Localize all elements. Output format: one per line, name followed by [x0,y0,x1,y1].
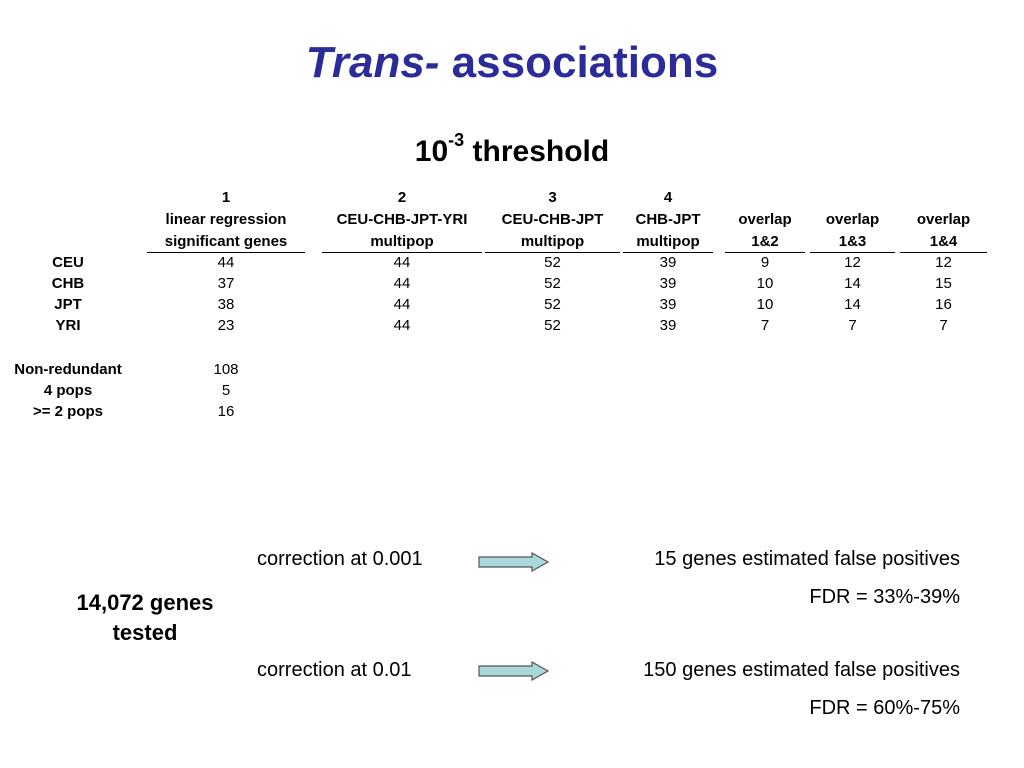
slide-title: Trans- associations [0,38,1024,88]
row-label-ceu: CEU [52,254,84,271]
row-label-yri: YRI [55,317,81,334]
correction-1-result: 15 genes estimated false positives [654,548,960,570]
correction-2-label: correction at 0.01 [257,659,412,681]
row-label-jpt: JPT [54,296,82,313]
table-cell: 7 [848,317,857,334]
table-cell: 12 [844,254,861,271]
table-cell: 12 [935,254,952,271]
threshold-exponent: -3 [448,130,465,150]
table-cell: 52 [544,254,561,271]
table-cell: 39 [659,254,677,271]
table-cell: 15 [935,275,952,292]
summary-value: 16 [217,403,235,420]
summary-value: 5 [221,382,231,399]
threshold-base: 10 [414,135,449,168]
table-cell: 14 [844,275,861,292]
col-5-line1: overlap [738,211,792,228]
col-1-line1: linear regression [165,211,287,228]
col-3-number: 3 [548,189,557,206]
genes-tested-note: 14,072 genes tested [40,588,250,648]
right-arrow-icon [478,552,550,572]
correction-2-result: 150 genes estimated false positives [643,659,960,681]
table-cell: 7 [760,317,770,334]
col-7-line1: overlap [916,211,971,228]
correction-1-fdr: FDR = 33%-39% [809,586,960,608]
table-cell: 44 [393,275,411,292]
threshold-word: threshold [464,135,610,168]
table-cell: 44 [393,254,411,271]
col-2-line1: CEU-CHB-JPT-YRI [336,211,468,228]
table-cell: 44 [217,254,235,271]
table-cell: 7 [939,317,948,334]
table-cell: 52 [544,275,561,292]
col-4-underline [623,252,713,253]
col-6-line2: 1&3 [838,233,867,250]
col-1-line2: significant genes [164,233,288,250]
col-5-line2: 1&2 [751,233,779,250]
table-cell: 39 [659,275,677,292]
col-4-line1: CHB-JPT [635,211,701,228]
col-4-number: 4 [663,189,673,206]
table-cell: 23 [217,317,235,334]
col-3-line1: CEU-CHB-JPT [501,211,604,228]
col-2-underline [322,252,482,253]
col-2-number: 2 [397,189,407,206]
table-cell: 44 [393,296,411,313]
right-arrow-icon [478,661,550,681]
table-cell: 14 [844,296,861,313]
title-rest: associations [439,38,719,87]
col-1-number: 1 [221,189,231,206]
col-6-underline [810,252,895,253]
col-4-line2: multipop [636,233,700,250]
table-cell: 39 [659,296,677,313]
threshold-heading: 10-3 threshold [0,130,1024,169]
genes-tested-line1: 14,072 genes [76,590,214,615]
col-7-line2: 1&4 [929,233,958,250]
table-cell: 44 [393,317,411,334]
col-3-line2: multipop [520,233,585,250]
col-6-line1: overlap [825,211,880,228]
table-cell: 52 [544,317,561,334]
row-label-chb: CHB [51,275,85,292]
summary-label-non-redundant: Non-redundant [14,361,122,378]
col-5-underline [725,252,805,253]
correction-2-fdr: FDR = 60%-75% [809,697,960,719]
summary-label-4-pops: 4 pops [43,382,93,399]
table-cell: 10 [756,275,774,292]
correction-1-label: correction at 0.001 [257,548,423,570]
col-2-line2: multipop [370,233,434,250]
title-italic: Trans- [305,38,440,87]
table-cell: 52 [544,296,561,313]
col-7-underline [900,252,987,253]
table-cell: 39 [659,317,677,334]
table-cell: 16 [935,296,952,313]
table-cell: 37 [217,275,235,292]
genes-tested-line2: tested [112,620,178,645]
col-3-underline [485,252,620,253]
table-cell: 38 [217,296,235,313]
table-cell: 10 [756,296,774,313]
table-cell: 9 [760,254,770,271]
summary-value: 108 [213,361,239,378]
col-1-underline [147,252,305,253]
summary-label-2-pops: >= 2 pops [32,403,104,420]
